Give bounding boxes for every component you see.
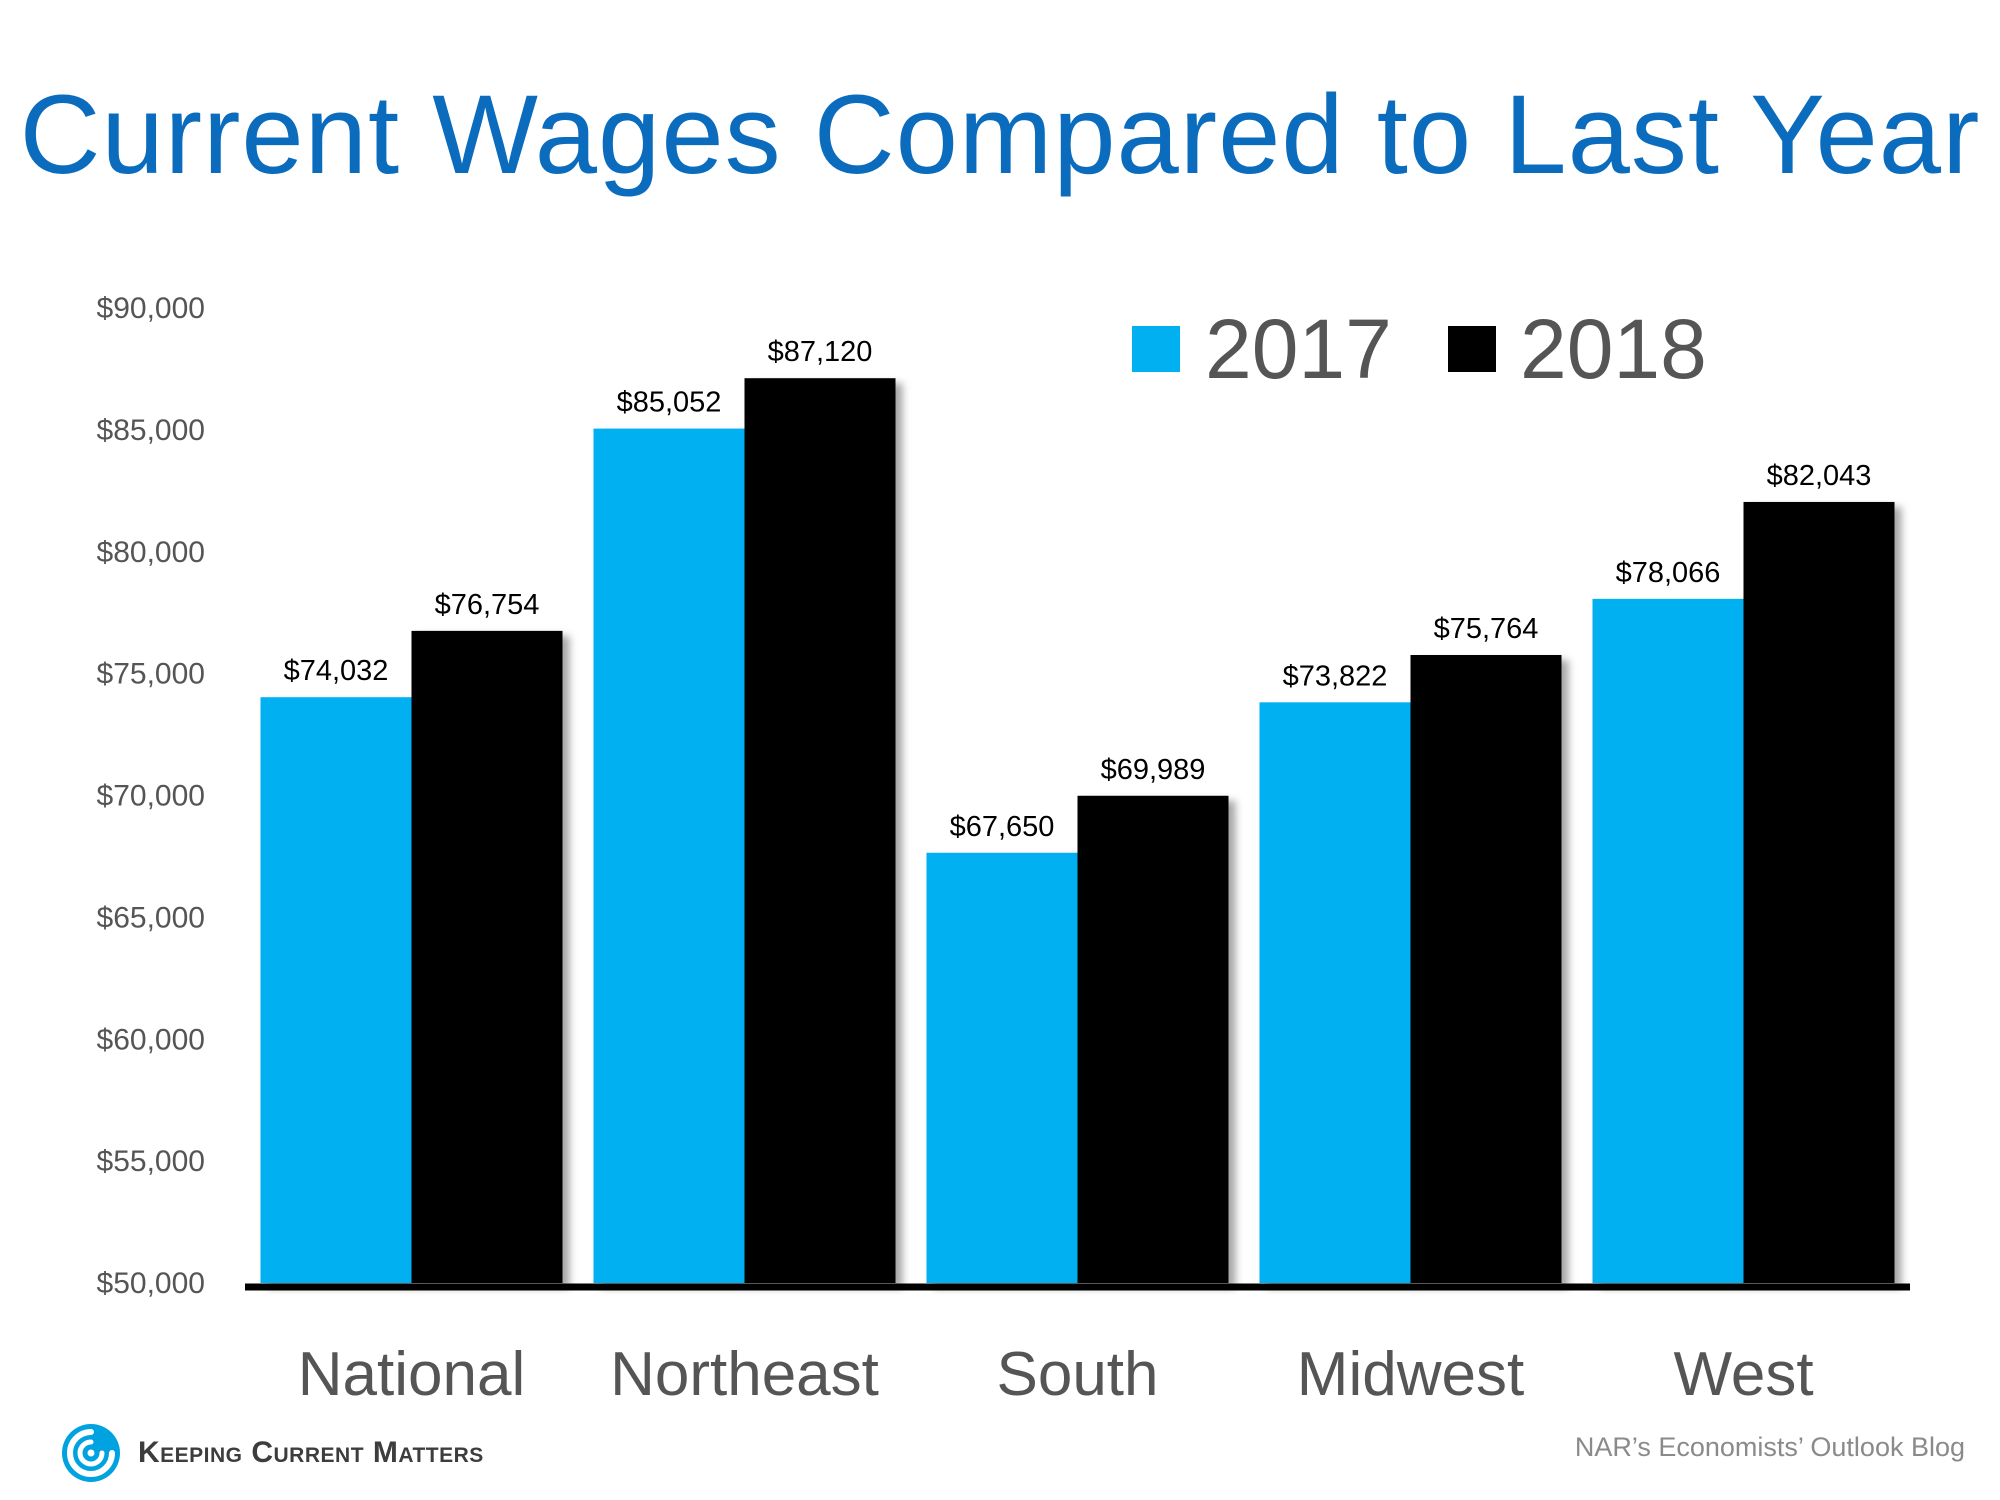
data-label: $74,032 — [284, 655, 389, 687]
x-tick-label: West — [1673, 1340, 1813, 1409]
bar-northeast-2018 — [744, 378, 896, 1283]
source-credit: NAR’s Economists’ Outlook Blog — [1574, 1432, 1965, 1462]
data-label: $85,052 — [617, 387, 722, 419]
x-axis: National Northeast South Midwest West — [245, 1283, 1910, 1409]
y-tick-label: $80,000 — [97, 536, 205, 569]
x-tick-label: Midwest — [1297, 1340, 1524, 1409]
bar-northeast-2017 — [593, 428, 745, 1283]
bar-south-2018 — [1077, 795, 1229, 1283]
bar-south-2017 — [926, 852, 1078, 1283]
y-axis: $50,000 $55,000 $60,000 $65,000 $70,000 $75,0… — [97, 292, 205, 1300]
bar-west-2017 — [1592, 598, 1744, 1283]
bar-national-2017 — [260, 697, 412, 1283]
swirl-logo-icon — [62, 1424, 120, 1482]
y-tick-label: $90,000 — [97, 292, 205, 325]
data-label: $69,989 — [1101, 754, 1206, 786]
bar-west-2018 — [1743, 501, 1895, 1283]
bars — [260, 378, 1895, 1283]
y-tick-label: $75,000 — [97, 658, 205, 691]
x-tick-label: South — [996, 1340, 1158, 1409]
data-label: $73,822 — [1283, 660, 1388, 692]
y-tick-label: $85,000 — [97, 414, 205, 447]
bar-midwest-2017 — [1259, 702, 1411, 1283]
data-label: $78,066 — [1616, 557, 1721, 589]
y-tick-label: $50,000 — [97, 1267, 205, 1300]
brand: Keeping Current Matters — [60, 1418, 484, 1488]
data-labels: $74,032 $76,754 $85,052 $87,120 $67,650 $69,9… — [284, 336, 1872, 843]
x-tick-label: Northeast — [610, 1340, 879, 1409]
y-tick-label: $65,000 — [97, 901, 205, 934]
legend-swatch-2017 — [1132, 326, 1180, 372]
legend-label-2017: 2017 — [1205, 302, 1392, 396]
bar-national-2018 — [411, 630, 563, 1283]
data-label: $67,650 — [950, 811, 1055, 843]
bar-midwest-2018 — [1410, 655, 1562, 1283]
data-label: $82,043 — [1767, 460, 1872, 492]
data-label: $87,120 — [768, 336, 873, 368]
y-tick-label: $55,000 — [97, 1145, 205, 1178]
legend-label-2018: 2018 — [1520, 302, 1707, 396]
x-tick-label: National — [298, 1340, 525, 1409]
brand-name: Keeping Current Matters — [138, 1436, 484, 1469]
legend-swatch-2018 — [1448, 326, 1496, 372]
chart-title: Current Wages Compared to Last Year — [19, 72, 1981, 197]
legend: 2017 2018 — [1132, 302, 1707, 396]
y-tick-label: $60,000 — [97, 1023, 205, 1056]
y-tick-label: $70,000 — [97, 780, 205, 813]
data-label: $76,754 — [435, 589, 540, 621]
data-label: $75,764 — [1434, 613, 1539, 645]
